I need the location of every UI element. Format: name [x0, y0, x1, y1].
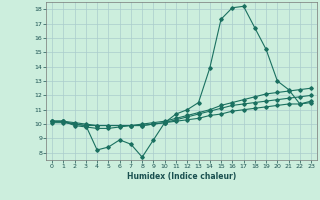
X-axis label: Humidex (Indice chaleur): Humidex (Indice chaleur) [127, 172, 236, 181]
